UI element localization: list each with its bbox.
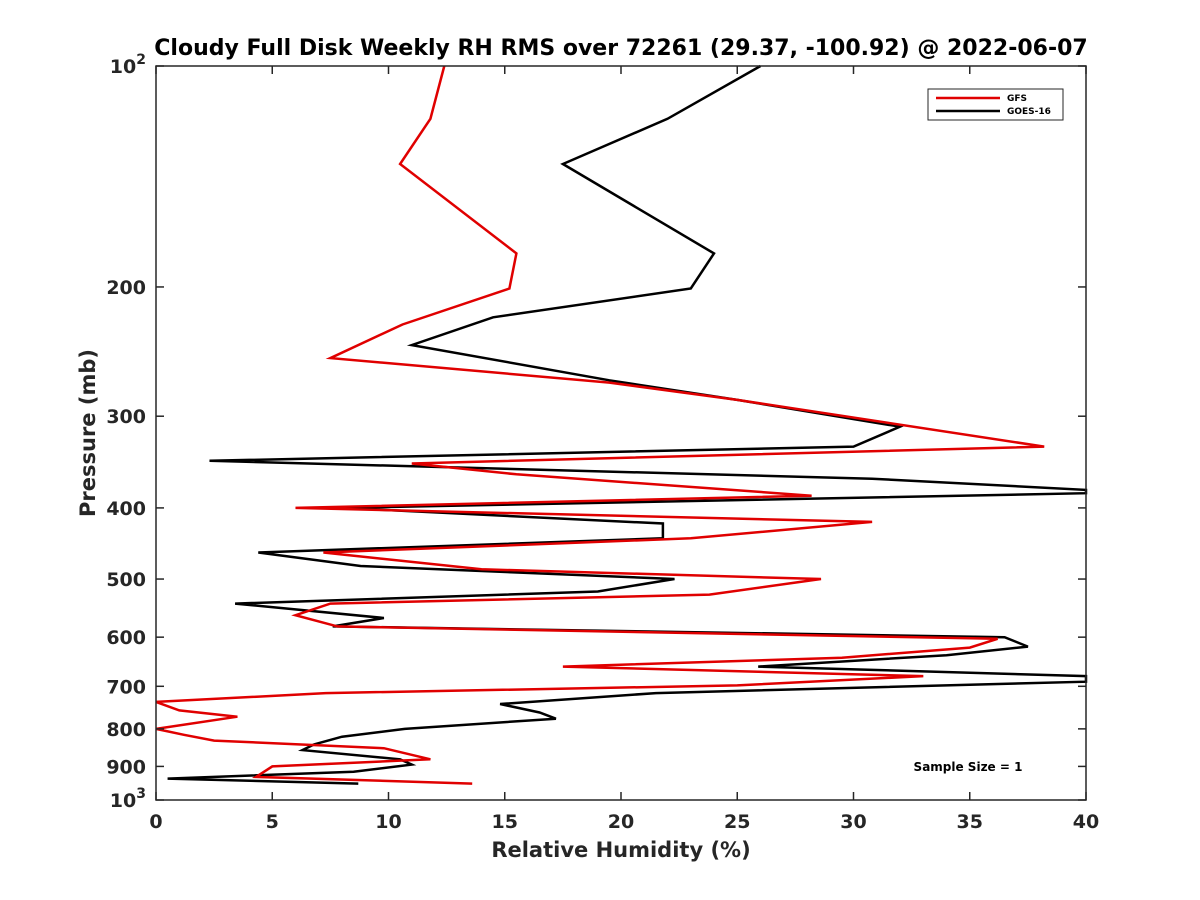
- x-tick-label: 30: [840, 811, 866, 833]
- y-tick-label: 600: [106, 627, 146, 649]
- series-line: [155, 65, 1045, 785]
- y-tick-base: 10: [110, 56, 136, 78]
- y-tick-exponent: 2: [136, 52, 146, 68]
- y-tick-label: 103: [110, 786, 146, 812]
- series-gfs: [155, 65, 1045, 785]
- y-tick-label: 500: [106, 569, 146, 591]
- y-tick-label: 400: [106, 498, 146, 520]
- y-tick-base: 10: [110, 790, 136, 812]
- y-tick-label: 200: [106, 277, 146, 299]
- y-tick-label: 102: [110, 52, 146, 78]
- series-line: [167, 64, 1088, 785]
- legend-entry-label: GFS: [1007, 94, 1027, 104]
- x-tick-label: 15: [492, 811, 518, 833]
- x-tick-label: 10: [375, 811, 401, 833]
- y-tick-label: 800: [106, 719, 146, 741]
- x-tick-label: 5: [266, 811, 279, 833]
- plot-axes-frame: [155, 65, 1087, 801]
- x-axis-label: Relative Humidity (%): [491, 838, 750, 862]
- series-layer: [155, 64, 1088, 785]
- x-tick-label: 35: [957, 811, 983, 833]
- x-tick-label: 40: [1073, 811, 1099, 833]
- y-tick-label: 900: [106, 756, 146, 778]
- y-tick-exponent: 3: [136, 786, 146, 802]
- x-tick-label: 0: [149, 811, 162, 833]
- y-tick-label: 700: [106, 676, 146, 698]
- series-goes-16: [167, 64, 1088, 785]
- legend-box: [927, 88, 1064, 121]
- legend[interactable]: GFS GOES-16: [927, 88, 1064, 121]
- chart-title: Cloudy Full Disk Weekly RH RMS over 7226…: [154, 36, 1087, 61]
- x-tick-label: 25: [724, 811, 750, 833]
- x-axis-ticks: 0 5 10 15 20 25 30 35 40: [149, 66, 1099, 833]
- x-tick-label: 20: [608, 811, 634, 833]
- y-tick-label: 300: [106, 406, 146, 428]
- y-axis-label: Pressure (mb): [76, 349, 100, 517]
- sample-size-annotation: Sample Size = 1: [914, 760, 1023, 774]
- legend-entry-label: GOES-16: [1007, 107, 1051, 117]
